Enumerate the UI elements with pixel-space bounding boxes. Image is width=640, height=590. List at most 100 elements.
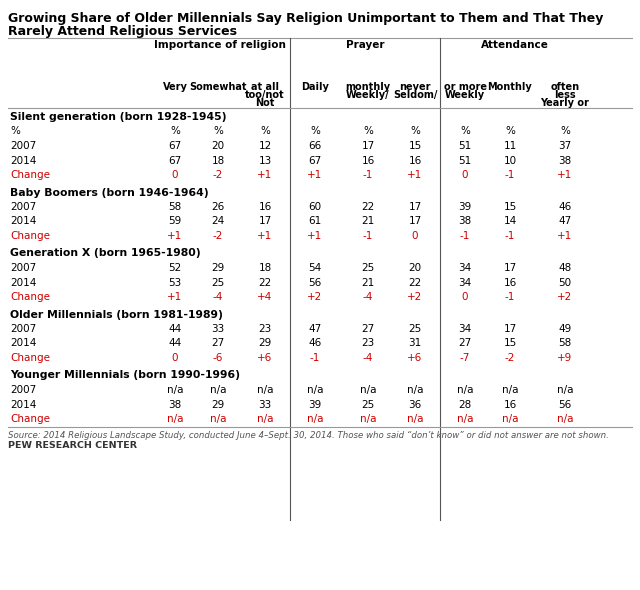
Text: n/a: n/a: [210, 414, 227, 424]
Text: Change: Change: [10, 353, 50, 363]
Text: 29: 29: [211, 399, 225, 409]
Text: 52: 52: [168, 263, 182, 273]
Text: 2014: 2014: [10, 217, 36, 227]
Text: -1: -1: [363, 170, 373, 180]
Text: Daily: Daily: [301, 82, 329, 92]
Text: Change: Change: [10, 414, 50, 424]
Text: Older Millennials (born 1981-1989): Older Millennials (born 1981-1989): [10, 310, 223, 320]
Text: -1: -1: [505, 170, 515, 180]
Text: Somewhat: Somewhat: [189, 82, 247, 92]
Text: 28: 28: [458, 399, 472, 409]
Text: +1: +1: [307, 170, 323, 180]
Text: 17: 17: [362, 141, 374, 151]
Text: 38: 38: [168, 399, 182, 409]
Text: Source: 2014 Religious Landscape Study, conducted June 4–Sept. 30, 2014. Those w: Source: 2014 Religious Landscape Study, …: [8, 431, 609, 440]
Text: +9: +9: [557, 353, 573, 363]
Text: 2007: 2007: [10, 202, 36, 212]
Text: at all: at all: [251, 82, 279, 92]
Text: 2014: 2014: [10, 277, 36, 287]
Text: 21: 21: [362, 217, 374, 227]
Text: %: %: [460, 126, 470, 136]
Text: 58: 58: [558, 339, 572, 349]
Text: 29: 29: [211, 263, 225, 273]
Text: 39: 39: [308, 399, 322, 409]
Text: 26: 26: [211, 202, 225, 212]
Text: +1: +1: [557, 231, 573, 241]
Text: 29: 29: [259, 339, 271, 349]
Text: -7: -7: [460, 353, 470, 363]
Text: Change: Change: [10, 170, 50, 180]
Text: 16: 16: [504, 399, 516, 409]
Text: 54: 54: [308, 263, 322, 273]
Text: n/a: n/a: [167, 385, 183, 395]
Text: Growing Share of Older Millennials Say Religion Unimportant to Them and That The: Growing Share of Older Millennials Say R…: [8, 12, 604, 25]
Text: %: %: [310, 126, 320, 136]
Text: Change: Change: [10, 231, 50, 241]
Text: 23: 23: [259, 324, 271, 334]
Text: 0: 0: [172, 170, 179, 180]
Text: n/a: n/a: [360, 385, 376, 395]
Text: 0: 0: [172, 353, 179, 363]
Text: 17: 17: [259, 217, 271, 227]
Text: Very: Very: [163, 82, 188, 92]
Text: Prayer: Prayer: [346, 40, 384, 50]
Text: 18: 18: [259, 263, 271, 273]
Text: PEW RESEARCH CENTER: PEW RESEARCH CENTER: [8, 441, 137, 451]
Text: n/a: n/a: [257, 385, 273, 395]
Text: Monthly: Monthly: [488, 82, 532, 92]
Text: 34: 34: [458, 263, 472, 273]
Text: often: often: [550, 82, 580, 92]
Text: Attendance: Attendance: [481, 40, 549, 50]
Text: 21: 21: [362, 277, 374, 287]
Text: -2: -2: [213, 170, 223, 180]
Text: 31: 31: [408, 339, 422, 349]
Text: 66: 66: [308, 141, 322, 151]
Text: 58: 58: [168, 202, 182, 212]
Text: n/a: n/a: [167, 414, 183, 424]
Text: %: %: [505, 126, 515, 136]
Text: too/not: too/not: [245, 90, 285, 100]
Text: 22: 22: [408, 277, 422, 287]
Text: 60: 60: [308, 202, 321, 212]
Text: or more: or more: [444, 82, 486, 92]
Text: n/a: n/a: [360, 414, 376, 424]
Text: 22: 22: [259, 277, 271, 287]
Text: +1: +1: [557, 170, 573, 180]
Text: 0: 0: [461, 170, 468, 180]
Text: 49: 49: [558, 324, 572, 334]
Text: n/a: n/a: [557, 414, 573, 424]
Text: Younger Millennials (born 1990-1996): Younger Millennials (born 1990-1996): [10, 371, 240, 381]
Text: n/a: n/a: [257, 414, 273, 424]
Text: 20: 20: [211, 141, 225, 151]
Text: 15: 15: [504, 202, 516, 212]
Text: +1: +1: [168, 292, 182, 302]
Text: 0: 0: [461, 292, 468, 302]
Text: 17: 17: [504, 263, 516, 273]
Text: 25: 25: [362, 263, 374, 273]
Text: 2014: 2014: [10, 399, 36, 409]
Text: 27: 27: [211, 339, 225, 349]
Text: Rarely Attend Religious Services: Rarely Attend Religious Services: [8, 25, 237, 38]
Text: -4: -4: [213, 292, 223, 302]
Text: 27: 27: [362, 324, 374, 334]
Text: 22: 22: [362, 202, 374, 212]
Text: 2014: 2014: [10, 339, 36, 349]
Text: n/a: n/a: [502, 414, 518, 424]
Text: +1: +1: [168, 231, 182, 241]
Text: -1: -1: [505, 292, 515, 302]
Text: Seldom/: Seldom/: [393, 90, 437, 100]
Text: -1: -1: [363, 231, 373, 241]
Text: %: %: [260, 126, 270, 136]
Text: 51: 51: [458, 156, 472, 166]
Text: -4: -4: [363, 353, 373, 363]
Text: 20: 20: [408, 263, 422, 273]
Text: 67: 67: [168, 141, 182, 151]
Text: -6: -6: [213, 353, 223, 363]
Text: n/a: n/a: [502, 385, 518, 395]
Text: 34: 34: [458, 277, 472, 287]
Text: 33: 33: [211, 324, 225, 334]
Text: 51: 51: [458, 141, 472, 151]
Text: Silent generation (born 1928-1945): Silent generation (born 1928-1945): [10, 112, 227, 122]
Text: 50: 50: [559, 277, 572, 287]
Text: 34: 34: [458, 324, 472, 334]
